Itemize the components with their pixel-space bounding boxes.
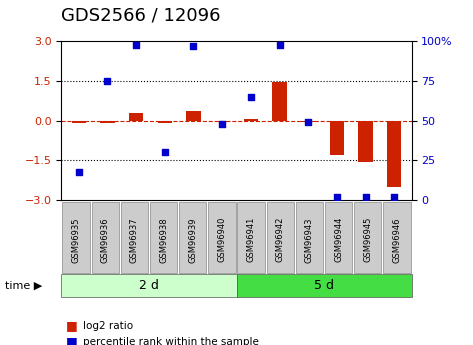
Bar (272, 82, 287, 121)
Text: GSM96939: GSM96939 (188, 217, 197, 263)
Text: GDS2566 / 12096: GDS2566 / 12096 (61, 6, 221, 24)
Point (190, 43, 197, 49)
Bar (158, 121, 172, 124)
Text: GSM96943: GSM96943 (305, 217, 314, 263)
Point (362, 194, 369, 200)
Bar (330, 121, 344, 155)
Text: log2 ratio: log2 ratio (83, 321, 133, 331)
Point (333, 194, 341, 200)
Text: GSM96944: GSM96944 (334, 217, 343, 263)
Bar (244, 119, 258, 121)
Point (276, 42, 283, 47)
Text: GSM96940: GSM96940 (218, 217, 227, 263)
Point (391, 194, 398, 200)
Point (219, 121, 226, 127)
Text: GSM96945: GSM96945 (363, 217, 372, 263)
Point (75, 169, 82, 174)
Text: GSM96938: GSM96938 (159, 217, 168, 263)
Text: GSM96937: GSM96937 (130, 217, 139, 263)
Text: GSM96935: GSM96935 (71, 217, 80, 263)
Point (132, 42, 140, 47)
Text: GSM96942: GSM96942 (276, 217, 285, 263)
Text: time ▶: time ▶ (5, 280, 42, 290)
Text: 5 d: 5 d (314, 279, 334, 292)
Point (305, 120, 312, 125)
Bar (301, 121, 315, 122)
Bar (387, 121, 402, 187)
Bar (359, 121, 373, 162)
Text: GSM96936: GSM96936 (101, 217, 110, 263)
Bar (129, 113, 143, 121)
Bar (100, 121, 114, 124)
Text: 2 d: 2 d (139, 279, 159, 292)
Bar (71, 121, 86, 124)
Bar (215, 121, 229, 122)
Text: percentile rank within the sample: percentile rank within the sample (83, 337, 259, 345)
Text: GSM96941: GSM96941 (246, 217, 255, 263)
Text: GSM96946: GSM96946 (393, 217, 402, 263)
Text: ■: ■ (66, 335, 78, 345)
Text: ■: ■ (66, 319, 78, 333)
Point (247, 94, 254, 100)
Bar (186, 111, 201, 121)
Point (104, 78, 111, 84)
Point (161, 150, 168, 155)
